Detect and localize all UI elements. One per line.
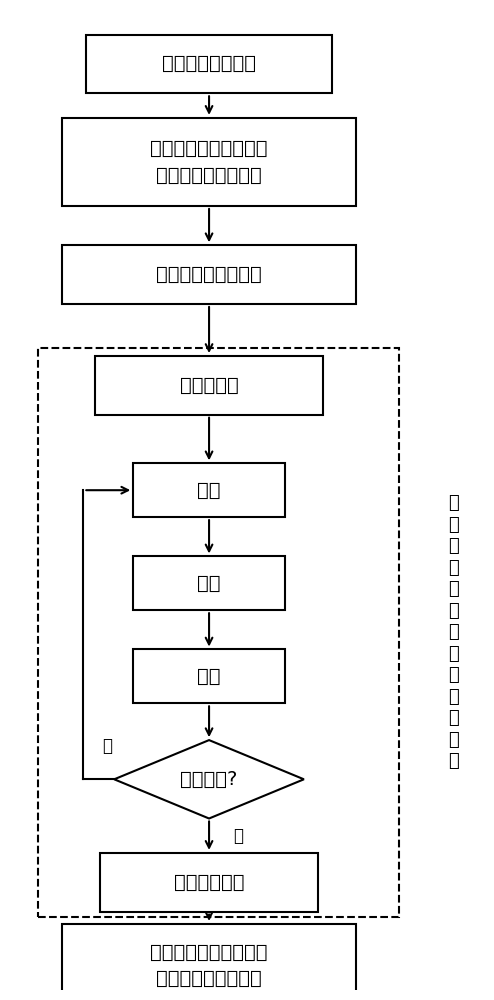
Text: 差
分
进
化
算
法
优
化
辐
射
方
向
图: 差 分 进 化 算 法 优 化 辐 射 方 向 图 [448,494,458,770]
Polygon shape [114,740,304,818]
Text: 计算最终优化所得时间
调制线阵辐射方向图: 计算最终优化所得时间 调制线阵辐射方向图 [150,943,268,988]
Bar [62,924,356,1000]
Bar [100,853,318,912]
Text: 电磁全波仿真得各天线
单元有源单元方向图: 电磁全波仿真得各天线 单元有源单元方向图 [150,139,268,185]
Text: 初始化种群: 初始化种群 [180,376,239,395]
Text: 有源单元方向图展开: 有源单元方向图展开 [156,265,262,284]
Bar [39,348,399,916]
Text: 进化结束?: 进化结束? [180,770,238,789]
Text: 交叉: 交叉 [197,574,221,593]
Bar [133,649,285,703]
Text: 否: 否 [102,737,112,755]
Text: 是: 是 [233,827,243,845]
Bar [62,245,356,304]
Bar [133,463,285,517]
Text: 输出优化变量: 输出优化变量 [174,873,245,892]
Text: 选择: 选择 [197,667,221,686]
Bar [62,118,356,206]
Bar [86,35,332,93]
Bar [133,556,285,610]
Text: 设置综合算法参数: 设置综合算法参数 [162,54,256,73]
Bar [95,356,323,415]
Text: 变异: 变异 [197,481,221,500]
